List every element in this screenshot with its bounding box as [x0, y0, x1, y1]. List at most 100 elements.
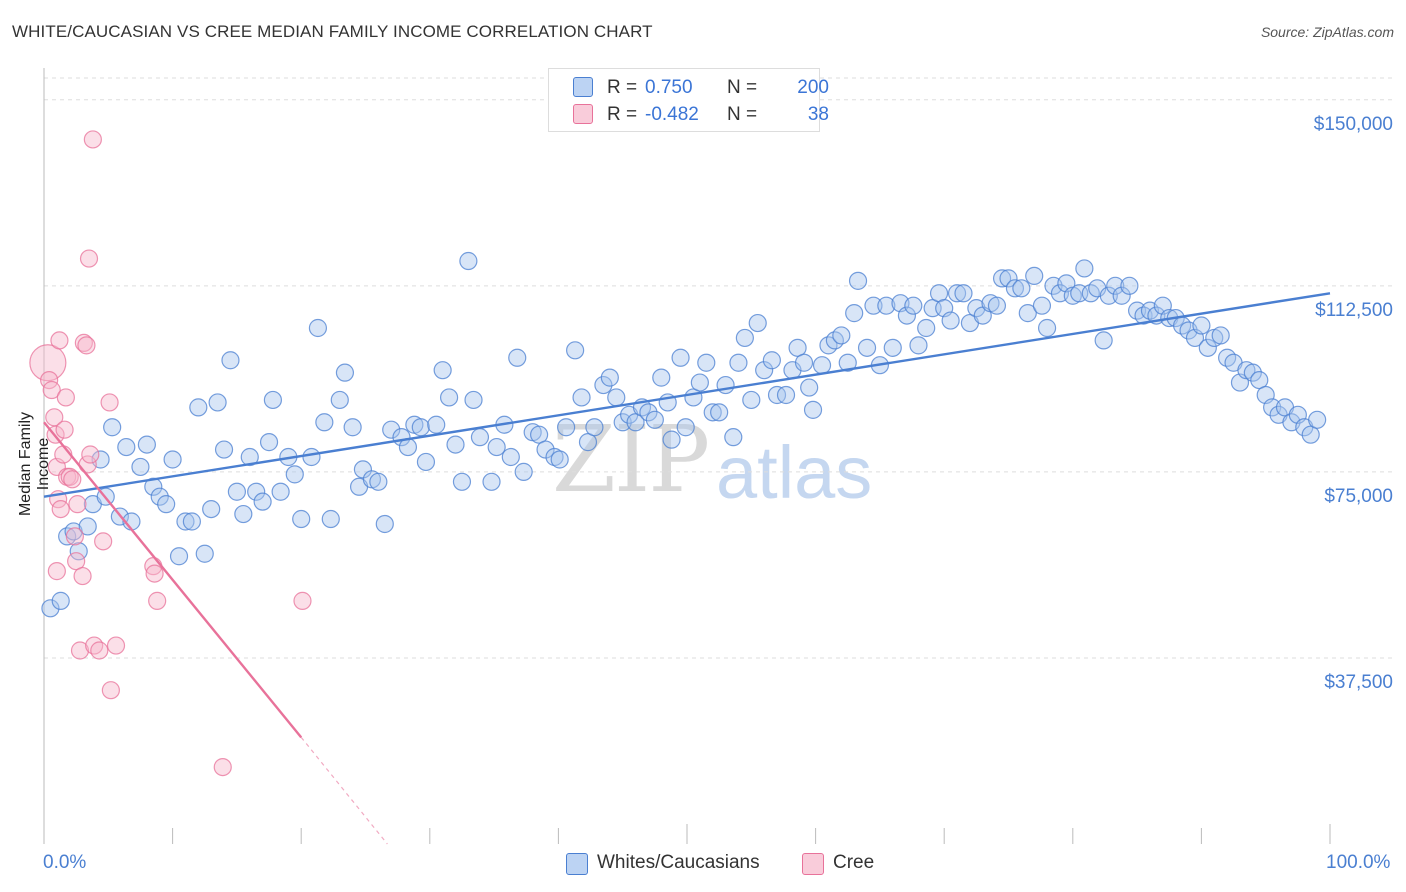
point-whites	[221, 351, 240, 370]
x-tick-label-max: 100.0%	[1326, 852, 1391, 873]
point-whites	[735, 328, 754, 348]
point-cree	[145, 564, 164, 583]
point-whites	[459, 251, 478, 271]
point-whites	[1106, 276, 1125, 295]
series-cree	[29, 130, 312, 777]
point-whites	[176, 512, 195, 531]
legend-n-value: 200	[797, 77, 829, 98]
point-whites	[369, 472, 388, 491]
point-whites	[897, 306, 917, 325]
point-whites	[1037, 318, 1057, 338]
point-whites	[742, 390, 761, 410]
point-whites	[1120, 276, 1139, 295]
trend-line-cree-extension	[300, 736, 388, 845]
point-whites	[676, 418, 695, 437]
point-whites	[557, 418, 576, 437]
point-whites	[508, 348, 527, 367]
legend-swatch-pink	[573, 104, 593, 124]
point-whites	[864, 296, 883, 315]
bottom-legend-label: Cree	[833, 852, 875, 873]
point-whites	[343, 418, 362, 437]
point-whites	[992, 269, 1012, 288]
point-whites	[427, 415, 446, 434]
point-whites	[292, 509, 311, 529]
point-whites	[514, 462, 533, 481]
point-whites	[1263, 398, 1282, 417]
point-whites	[690, 373, 709, 392]
legend-r-label: R =	[607, 104, 638, 125]
point-cree	[81, 445, 100, 464]
point-whites	[812, 356, 832, 375]
point-whites	[315, 413, 334, 432]
point-whites	[800, 378, 819, 397]
point-whites	[234, 504, 253, 524]
legend-n-label: N =	[727, 104, 758, 125]
point-whites	[857, 338, 877, 357]
point-whites	[163, 450, 182, 469]
point-whites	[832, 326, 851, 345]
point-whites	[253, 492, 272, 511]
point-whites	[103, 418, 122, 437]
y-tick-label: $37,500	[1324, 671, 1393, 693]
point-whites	[208, 393, 227, 412]
point-whites	[1198, 338, 1217, 357]
point-whites	[482, 472, 501, 491]
y-tick-label: $112,500	[1315, 299, 1393, 321]
y-tick-label: $75,000	[1324, 485, 1393, 507]
point-whites	[845, 304, 864, 323]
point-cree	[51, 499, 70, 519]
point-cree	[213, 757, 232, 777]
axes	[43, 68, 1331, 844]
point-whites	[639, 403, 658, 422]
point-cree	[85, 636, 104, 655]
point-whites	[1243, 363, 1262, 382]
point-cree	[100, 393, 119, 412]
point-whites	[227, 482, 246, 501]
point-whites	[1099, 286, 1118, 305]
point-whites	[131, 457, 150, 477]
point-whites	[999, 269, 1018, 288]
point-whites	[446, 435, 465, 454]
point-whites	[1018, 304, 1037, 323]
point-whites	[1112, 286, 1131, 305]
point-cree	[94, 532, 113, 551]
point-whites	[600, 368, 619, 387]
point-cree	[60, 467, 79, 486]
trend-line-whites	[43, 292, 1331, 498]
point-whites	[41, 599, 60, 618]
point-whites	[1308, 410, 1327, 429]
source-label: Source: ZipAtlas.com	[1260, 24, 1394, 40]
point-whites	[550, 450, 569, 469]
point-whites	[987, 296, 1007, 315]
point-cree	[74, 333, 93, 352]
point-whites	[375, 514, 394, 534]
y-axis-title: Median Family Income	[17, 411, 52, 517]
bottom-legend-swatch-blue	[566, 853, 588, 875]
point-cree	[90, 641, 109, 660]
point-cree	[68, 495, 87, 514]
point-whites	[157, 495, 176, 514]
point-whites	[724, 428, 743, 447]
point-whites	[607, 388, 626, 407]
point-whites	[613, 413, 632, 432]
point-whites	[411, 418, 430, 437]
legend-r-label: R =	[607, 77, 638, 98]
point-cree	[65, 527, 84, 546]
point-whites	[883, 338, 902, 357]
point-whites	[308, 318, 328, 338]
legend-swatch-blue	[573, 77, 593, 97]
chart-title: WHITE/CAUCASIAN VS CREE MEDIAN FAMILY IN…	[12, 22, 653, 41]
point-cree	[70, 641, 90, 660]
point-whites	[909, 336, 928, 355]
point-whites	[1192, 316, 1211, 335]
point-cree	[293, 591, 312, 610]
series-whites-caucasians	[41, 251, 1327, 618]
point-whites	[150, 487, 169, 506]
point-whites	[321, 509, 340, 529]
point-whites	[51, 591, 70, 610]
point-cree	[42, 380, 61, 400]
point-whites	[259, 433, 279, 452]
point-whites	[794, 353, 814, 372]
point-whites	[78, 517, 97, 536]
